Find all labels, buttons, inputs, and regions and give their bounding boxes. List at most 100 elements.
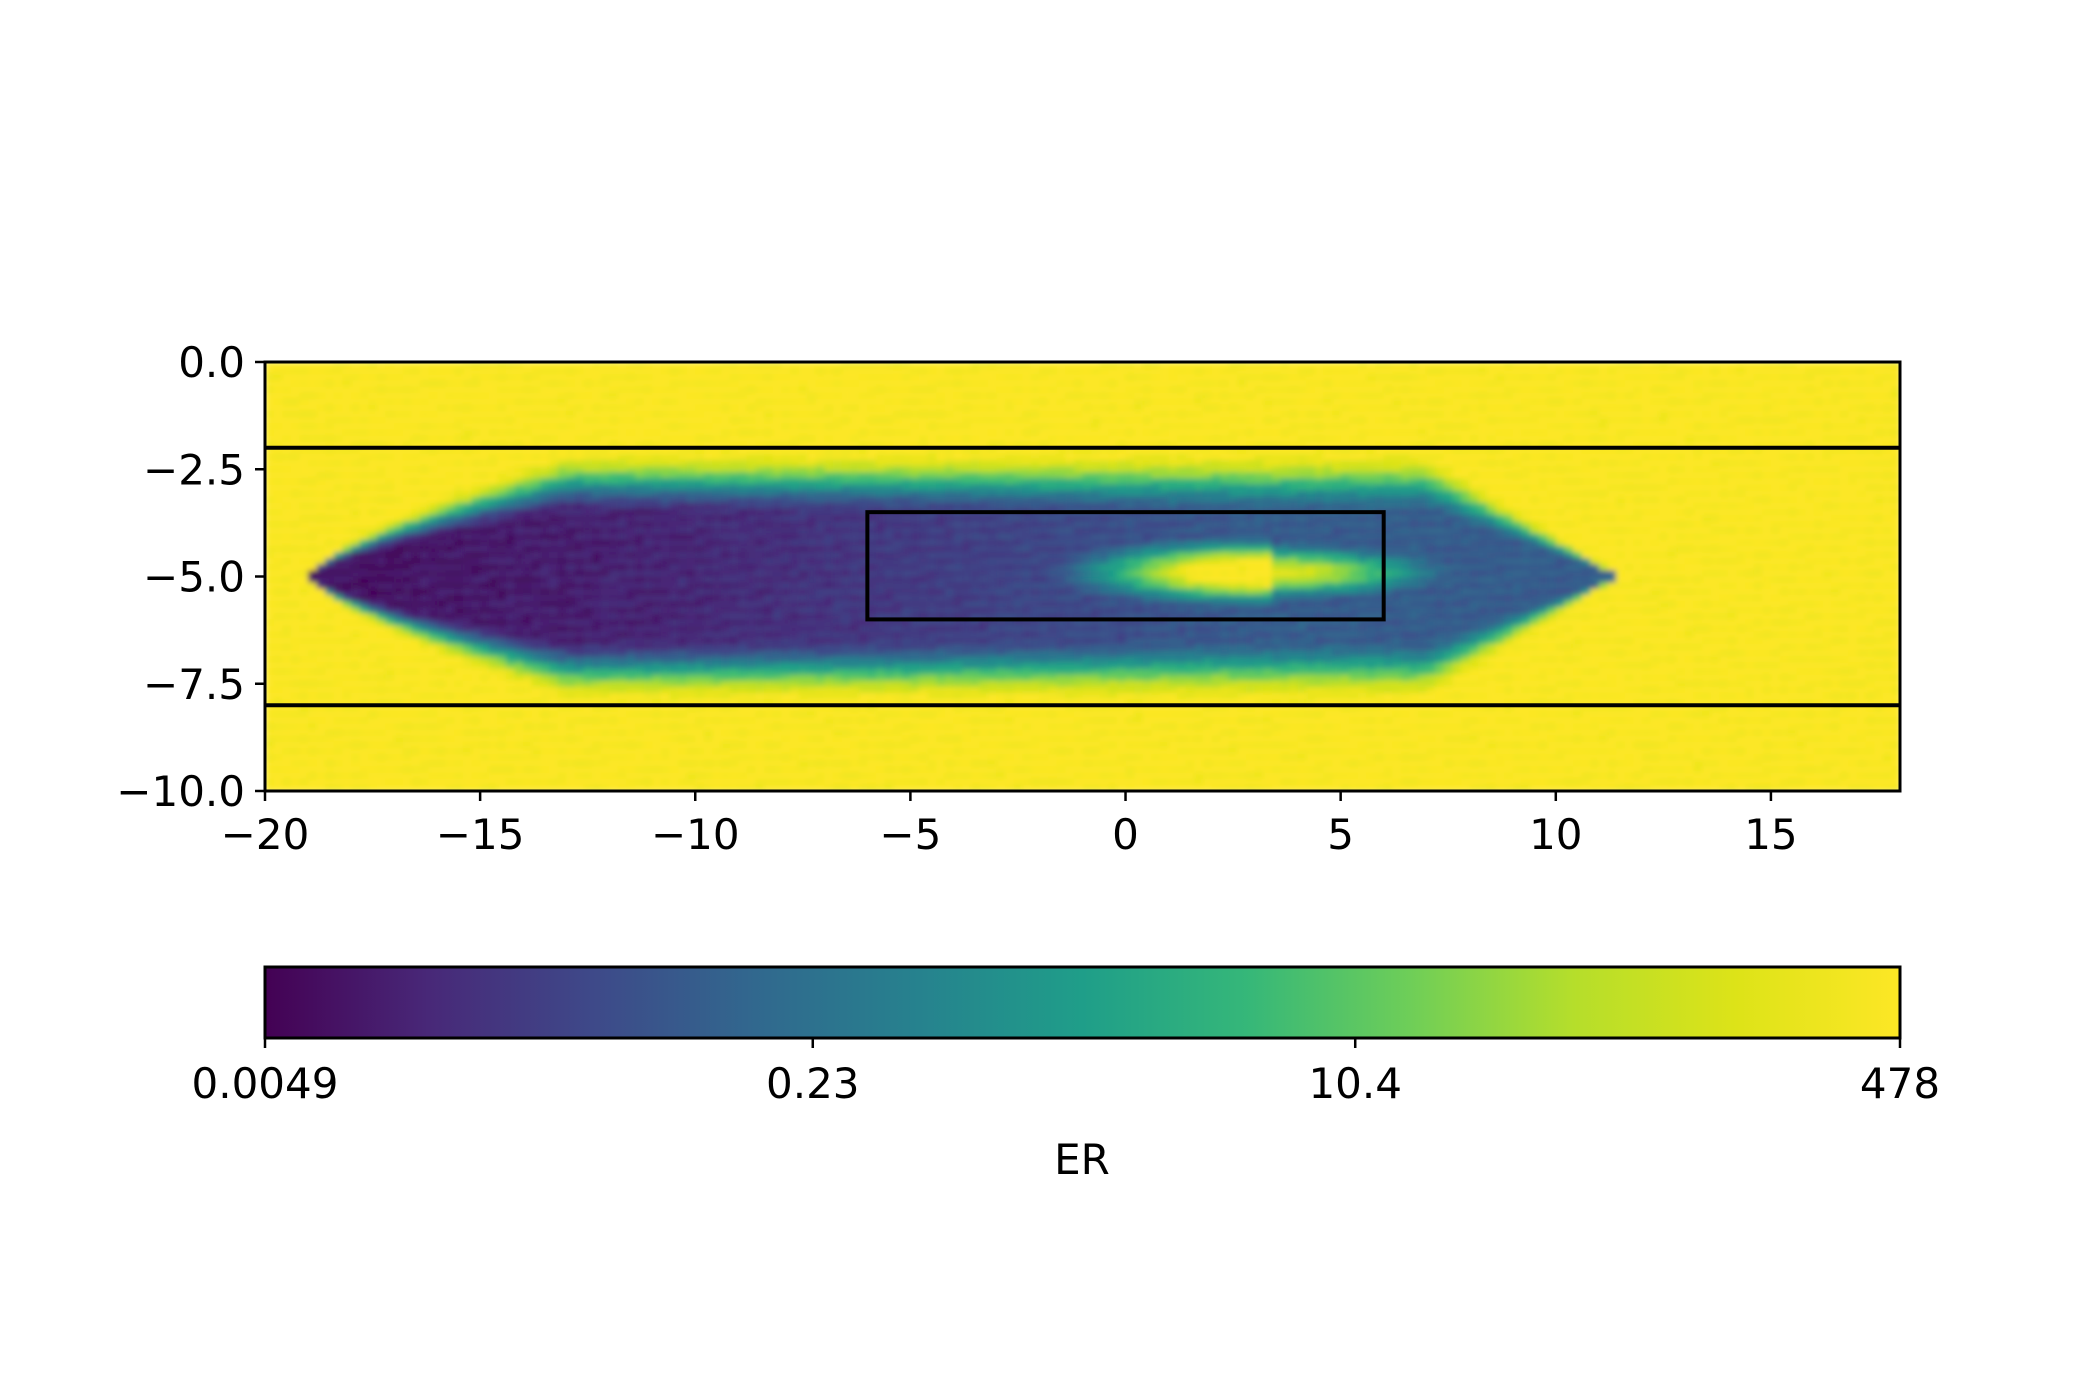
heatmap-cell (290, 466, 301, 474)
heatmap-cell (1624, 374, 1635, 382)
heatmap-cell (1874, 447, 1884, 455)
heatmap-cell (1736, 509, 1746, 517)
heatmap-cell (394, 460, 404, 467)
heatmap-cell (1151, 447, 1161, 455)
heatmap-cell (1684, 515, 1695, 523)
heatmap-cell (635, 429, 645, 437)
heatmap-cell (1306, 447, 1316, 455)
heatmap-cell (505, 404, 516, 412)
heatmap-cell (1813, 490, 1824, 498)
heatmap-cell (1426, 398, 1437, 406)
heatmap-cell (1435, 472, 1445, 480)
heatmap-cell (1013, 435, 1024, 443)
heatmap-cell (488, 374, 499, 382)
heatmap-cell (772, 502, 783, 510)
heatmap-cell (1349, 447, 1359, 455)
heatmap-cell (893, 368, 903, 376)
heatmap-cell (1039, 496, 1049, 504)
heatmap-cell (669, 453, 679, 461)
heatmap-cell (712, 392, 722, 400)
heatmap-cell (660, 362, 671, 369)
heatmap-cell (721, 429, 731, 437)
heatmap-cell (1254, 423, 1265, 431)
heatmap-cell (1598, 460, 1609, 467)
heatmap-cell (1581, 509, 1592, 517)
heatmap-cell (299, 380, 309, 388)
heatmap-cell (1177, 429, 1187, 437)
heatmap-cell (927, 460, 938, 467)
heatmap-cell (1848, 435, 1858, 443)
heatmap-cell (1116, 435, 1127, 443)
heatmap-cell (798, 404, 808, 412)
heatmap-cell (308, 429, 318, 437)
heatmap-cell (841, 447, 851, 455)
heatmap-cell (1125, 453, 1135, 461)
heatmap-cell (626, 362, 636, 369)
heatmap-cell (867, 496, 877, 504)
heatmap-cell (1065, 368, 1075, 376)
heatmap-cell (325, 386, 335, 394)
heatmap-cell (1013, 490, 1024, 498)
heatmap-cell (462, 398, 473, 406)
heatmap-cell (1263, 490, 1273, 498)
heatmap-cell (1228, 515, 1239, 523)
heatmap-cell (471, 392, 481, 400)
heatmap-cell (1151, 423, 1161, 431)
heatmap-cell (807, 515, 817, 523)
heatmap-cell (1874, 515, 1884, 523)
heatmap-cell (428, 478, 438, 486)
heatmap-cell (617, 472, 628, 480)
heatmap-cell (1856, 404, 1867, 412)
heatmap-cell (1426, 404, 1437, 412)
heatmap-cell (1856, 515, 1867, 523)
heatmap-cell (1848, 368, 1858, 376)
heatmap-cell (1848, 374, 1858, 382)
heatmap-cell (841, 478, 851, 486)
heatmap-cell (419, 374, 430, 382)
heatmap-cell (1073, 490, 1084, 498)
heatmap-cell (299, 521, 309, 529)
heatmap-cell (265, 392, 275, 400)
heatmap-cell (875, 515, 886, 523)
heatmap-cell (351, 411, 361, 418)
heatmap-cell (1409, 404, 1419, 412)
heatmap-cell (1616, 496, 1626, 504)
heatmap-cell (1383, 441, 1394, 449)
heatmap-cell (1641, 453, 1652, 461)
heatmap-cell (1676, 392, 1686, 400)
heatmap-cell (265, 515, 275, 523)
heatmap-cell (1874, 429, 1884, 437)
heatmap-cell (1762, 515, 1772, 523)
heatmap-cell (1770, 362, 1781, 369)
heatmap-cell (1727, 466, 1738, 474)
heatmap-cell (1194, 417, 1204, 425)
heatmap-cell (1048, 502, 1058, 510)
heatmap-cell (1366, 484, 1376, 492)
heatmap-cell (1383, 509, 1394, 517)
heatmap-cell (540, 411, 550, 418)
heatmap-cell (1056, 417, 1067, 425)
heatmap-cell (1788, 411, 1798, 418)
heatmap-cell (1598, 447, 1609, 455)
heatmap-cell (1065, 441, 1075, 449)
heatmap-cell (1332, 429, 1342, 437)
heatmap-cell (987, 374, 998, 382)
heatmap-cell (592, 453, 602, 461)
heatmap-cell (1383, 386, 1394, 394)
heatmap-cell (1607, 515, 1617, 523)
heatmap-cell (1013, 386, 1024, 394)
heatmap-cell (1237, 490, 1247, 498)
heatmap-cell (1306, 417, 1316, 425)
heatmap-cell (1340, 398, 1351, 406)
heatmap-cell (488, 417, 499, 425)
heatmap-cell (781, 435, 791, 443)
heatmap-cell (540, 441, 550, 449)
heatmap-cell (308, 453, 318, 461)
heatmap-cell (824, 404, 834, 412)
heatmap-cell (1538, 447, 1548, 455)
heatmap-cell (1478, 466, 1488, 474)
heatmap-cell (1684, 374, 1695, 382)
heatmap-cell (1349, 386, 1359, 394)
heatmap-cell (875, 404, 886, 412)
heatmap-cell (858, 417, 869, 425)
